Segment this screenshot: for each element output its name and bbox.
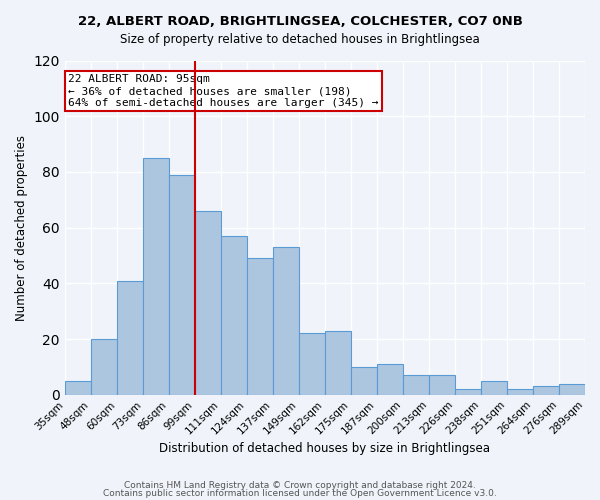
Text: Contains public sector information licensed under the Open Government Licence v3: Contains public sector information licen… [103, 488, 497, 498]
Text: Size of property relative to detached houses in Brightlingsea: Size of property relative to detached ho… [120, 32, 480, 46]
Bar [65, 381, 91, 394]
Text: 22, ALBERT ROAD, BRIGHTLINGSEA, COLCHESTER, CO7 0NB: 22, ALBERT ROAD, BRIGHTLINGSEA, COLCHEST… [77, 15, 523, 28]
Text: Contains HM Land Registry data © Crown copyright and database right 2024.: Contains HM Land Registry data © Crown c… [124, 481, 476, 490]
Bar [455, 389, 481, 394]
Bar [299, 334, 325, 394]
Text: 22 ALBERT ROAD: 95sqm
← 36% of detached houses are smaller (198)
64% of semi-det: 22 ALBERT ROAD: 95sqm ← 36% of detached … [68, 74, 379, 108]
Bar [91, 339, 117, 394]
Bar [377, 364, 403, 394]
Bar [143, 158, 169, 394]
Bar [481, 381, 507, 394]
Bar [169, 174, 195, 394]
Bar [117, 280, 143, 394]
X-axis label: Distribution of detached houses by size in Brightlingsea: Distribution of detached houses by size … [160, 442, 490, 455]
Bar [429, 375, 455, 394]
Bar [325, 330, 351, 394]
Bar [273, 247, 299, 394]
Bar [559, 384, 585, 394]
Bar [351, 367, 377, 394]
Bar [403, 375, 429, 394]
Bar [195, 211, 221, 394]
Bar [221, 236, 247, 394]
Bar [247, 258, 273, 394]
Y-axis label: Number of detached properties: Number of detached properties [15, 134, 28, 320]
Bar [533, 386, 559, 394]
Bar [507, 389, 533, 394]
